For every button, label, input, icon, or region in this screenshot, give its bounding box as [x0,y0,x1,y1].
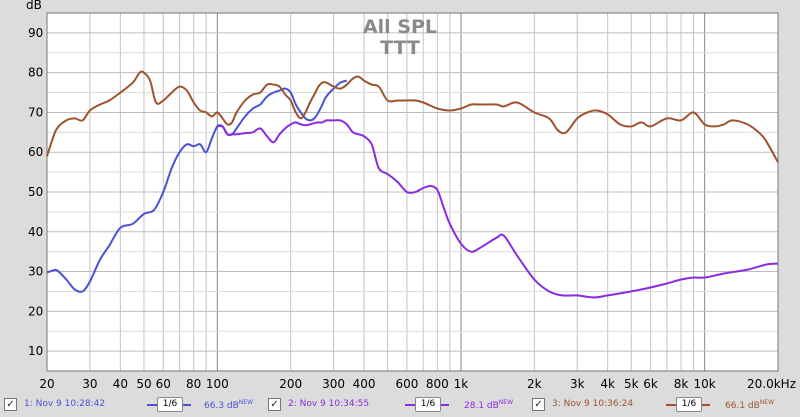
x-tick-label: 60 [156,377,171,391]
x-tick-label: 400 [353,377,376,391]
legend-badge-3: NEW [759,399,775,406]
legend-value-3: 66.1 dBNEW [725,399,774,411]
y-tick-label: 80 [28,66,43,80]
y-axis-label: dB [26,0,42,12]
legend-badge-1: NEW [238,399,254,406]
y-tick-label: 40 [28,225,43,239]
series-line-3 [46,70,779,163]
x-tick-label: 100 [206,377,229,391]
smoothing-button-1[interactable]: 1/6 [157,397,183,412]
x-tick-label: 50 [136,377,151,391]
x-tick-label: 30 [82,377,97,391]
x-tick-label: 10k [694,377,716,391]
legend-value-text-2: 28.1 dB [464,401,499,411]
legend-badge-2: NEW [498,399,514,406]
x-tick-label: 800 [426,377,449,391]
y-tick-label: 20 [28,304,43,318]
y-tick-label: 70 [28,105,43,119]
legend-item-2: ✓ 2: Nov 9 10:34:55 1/6 28.1 dBNEW [268,397,530,413]
x-tick-label: 200 [279,377,302,391]
y-tick-label: 90 [28,26,43,40]
x-tick-label: 8k [674,377,689,391]
x-tick-label: 600 [395,377,418,391]
x-tick-label: 2k [527,377,542,391]
x-tick-label: 5k [624,377,639,391]
legend-item-3: ✓ 3: Nov 9 10:36:24 1/6 66.1 dBNEW [532,397,796,413]
y-tick-label: 60 [28,145,43,159]
legend-label-3: 3: Nov 9 10:36:24 [552,399,634,409]
legend-value-text-1: 66.3 dB [204,401,239,411]
legend-item-1: ✓ 1: Nov 9 10:28:42 1/6 66.3 dBNEW [4,397,266,413]
plot-border [46,12,779,372]
x-tick-label: 4k [600,377,615,391]
legend-bar: ✓ 1: Nov 9 10:28:42 1/6 66.3 dBNEW ✓ 2: … [0,394,800,417]
x-tick-label: 80 [186,377,201,391]
x-tick-label: 40 [113,377,128,391]
x-tick-label: 1k [454,377,469,391]
spl-chart-svg: 10 20 30 40 50 60 70 80 90 dB 20 30 40 50 60 80 100 200 30… [26,0,796,391]
y-tick-label: 50 [28,185,43,199]
legend-label-1: 1: Nov 9 10:28:42 [24,399,106,409]
legend-checkbox-1[interactable]: ✓ [4,398,17,411]
x-tick-label: 300 [322,377,345,391]
legend-value-2: 28.1 dBNEW [464,399,513,411]
legend-checkbox-2[interactable]: ✓ [268,398,281,411]
legend-label-2: 2: Nov 9 10:34:55 [288,399,370,409]
smoothing-button-2[interactable]: 1/6 [415,397,441,412]
x-tick-label: 20 [39,377,54,391]
legend-checkbox-3[interactable]: ✓ [532,398,545,411]
spl-chart[interactable]: 10 20 30 40 50 60 70 80 90 dB 20 30 40 50 60 80 100 200 30… [0,0,800,394]
legend-value-text-3: 66.1 dB [725,401,760,411]
x-tick-label: 3k [570,377,585,391]
y-tick-label: 30 [28,265,43,279]
smoothing-button-3[interactable]: 1/6 [676,397,702,412]
chart-title: All SPL [363,16,437,38]
x-tick-label: 6k [643,377,658,391]
legend-value-1: 66.3 dBNEW [204,399,253,411]
y-tick-label: 10 [28,344,43,358]
x-tick-label: 20.0kHz [747,377,796,391]
series-line-2 [217,119,779,299]
chart-subtitle: TTT [380,37,420,59]
